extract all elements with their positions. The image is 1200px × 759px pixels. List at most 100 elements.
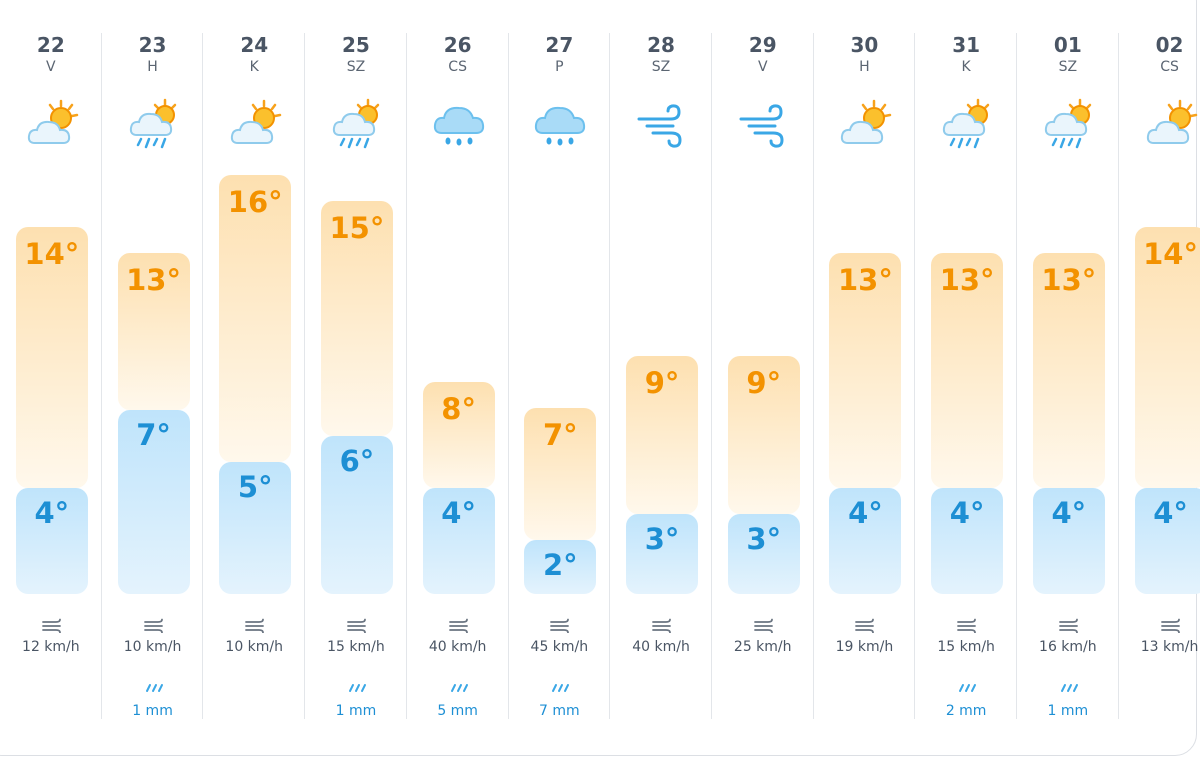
- day-date: 29: [748, 33, 777, 57]
- wind-speed: 25 km/h: [733, 639, 792, 655]
- day-of-week: K: [249, 59, 259, 75]
- max-temp: 14°: [1143, 236, 1198, 271]
- min-temp: 4°: [1051, 495, 1087, 530]
- wind-icon: [637, 104, 682, 148]
- min-temp: 7°: [136, 418, 171, 453]
- column-divider: [507, 33, 509, 719]
- min-temp-bar: 5°: [219, 462, 292, 594]
- day-date: 27: [545, 33, 574, 57]
- wind-icon: [347, 618, 366, 633]
- day-date: 02: [1155, 33, 1184, 57]
- wind-speed: 19 km/h: [835, 639, 894, 655]
- forecast-day[interactable]: 31 K 13° 4° 15 km/h 2 mm: [914, 0, 1017, 759]
- max-temp: 13°: [1041, 262, 1097, 297]
- rain-showers-sun-icon: [332, 98, 380, 149]
- wind-icon: [739, 104, 784, 148]
- wind-icon: [143, 618, 163, 633]
- day-date: 30: [850, 33, 879, 57]
- day-of-week: SZ: [651, 59, 671, 75]
- precipitation-icon: [959, 684, 977, 692]
- wind-icon: [41, 618, 61, 633]
- max-temp: 9°: [644, 366, 680, 401]
- forecast-day[interactable]: 22 V 14° 4° 12 km/h: [0, 0, 102, 759]
- max-temp: 14°: [24, 236, 80, 271]
- max-temp: 13°: [126, 262, 181, 297]
- wind-icon: [855, 618, 875, 633]
- precipitation-amount: 1 mm: [335, 703, 377, 719]
- min-temp-bar: 4°: [1134, 487, 1200, 594]
- precipitation-amount: 1 mm: [1047, 703, 1089, 719]
- precipitation-icon: [348, 684, 366, 692]
- day-date: 22: [36, 33, 65, 57]
- wind-icon: [957, 618, 977, 633]
- day-date: 28: [647, 33, 675, 57]
- forecast-day[interactable]: 23 H 13° 7° 10 km/h 1 mm: [100, 0, 204, 759]
- forecast-day[interactable]: 25 SZ 15° 6° 15 km/h 1 mm: [304, 0, 407, 759]
- wind-speed: 16 km/h: [1039, 639, 1097, 655]
- rain-showers-sun-icon: [1044, 98, 1092, 149]
- max-temp: 7°: [543, 418, 578, 453]
- rain-showers-sun-icon: [129, 98, 176, 149]
- forecast-day[interactable]: 28 SZ 9° 3° 40 km/h: [609, 0, 712, 759]
- min-temp: 5°: [237, 470, 273, 504]
- day-of-week: V: [46, 59, 56, 75]
- min-temp-bar: 4°: [829, 487, 902, 594]
- forecast-day[interactable]: 27 P 7° 2° 45 km/h 7 mm: [507, 0, 611, 759]
- column-divider: [710, 33, 712, 719]
- max-temp: 16°: [227, 185, 283, 220]
- column-divider: [1117, 33, 1119, 719]
- precipitation-icon: [450, 684, 468, 692]
- wind-icon: [1160, 618, 1180, 633]
- max-temp: 13°: [838, 262, 893, 297]
- min-temp-bar: 4°: [15, 487, 88, 594]
- forecast-day[interactable]: 26 CS 8° 4° 40 km/h 5 mm: [405, 0, 509, 759]
- precipitation-amount: 2 mm: [945, 703, 987, 719]
- column-divider: [914, 33, 916, 719]
- min-temp: 4°: [949, 495, 985, 530]
- min-temp-bar: 6°: [320, 436, 393, 594]
- day-of-week: H: [859, 59, 870, 75]
- max-temp-bar: 14°: [1134, 226, 1200, 488]
- day-of-week: H: [147, 59, 158, 75]
- max-temp-bar: 9°: [727, 356, 800, 514]
- wind-speed: 40 km/h: [632, 639, 690, 655]
- wind-icon: [245, 618, 265, 633]
- wind-speed: 13 km/h: [1140, 639, 1199, 655]
- forecast-day[interactable]: 01 SZ 13° 4° 16 km/h 1 mm: [1016, 0, 1119, 759]
- forecast-day[interactable]: 02 CS 14° 4° 13 km/h: [1117, 0, 1200, 759]
- partly-cloudy-icon: [841, 99, 892, 144]
- max-temp-bar: 13°: [117, 252, 190, 411]
- min-temp: 3°: [746, 521, 782, 556]
- min-temp: 4°: [1153, 495, 1188, 530]
- column-divider: [812, 33, 814, 719]
- column-divider: [609, 33, 611, 719]
- day-date: 31: [952, 33, 981, 57]
- max-temp: 9°: [746, 366, 782, 401]
- min-temp: 4°: [34, 495, 70, 530]
- max-temp-bar: 8°: [422, 382, 495, 488]
- day-of-week: CS: [1160, 59, 1179, 75]
- partly-cloudy-icon: [231, 99, 282, 144]
- precipitation-icon: [552, 684, 570, 692]
- forecast-day[interactable]: 29 V 9° 3° 25 km/h: [710, 0, 814, 759]
- day-date: 23: [138, 33, 167, 57]
- min-temp-bar: 7°: [117, 410, 190, 594]
- min-temp: 3°: [644, 521, 680, 556]
- min-temp: 4°: [848, 495, 883, 530]
- precipitation-amount: 7 mm: [539, 703, 580, 719]
- partly-cloudy-icon: [27, 99, 79, 144]
- min-temp-bar: 3°: [727, 513, 800, 594]
- column-divider: [304, 33, 306, 719]
- min-temp-bar: 2°: [524, 539, 597, 594]
- rain-cloud-icon: [433, 106, 484, 146]
- forecast-day[interactable]: 24 K 16° 5° 10 km/h: [202, 0, 305, 759]
- forecast-day[interactable]: 30 H 13° 4° 19 km/h: [812, 0, 916, 759]
- rain-showers-sun-icon: [943, 98, 990, 149]
- max-temp-bar: 7°: [524, 408, 597, 540]
- day-of-week: CS: [448, 59, 467, 75]
- precipitation-amount: 5 mm: [437, 703, 478, 719]
- wind-icon: [1058, 618, 1078, 633]
- wind-icon: [448, 618, 468, 633]
- day-date: 24: [240, 33, 269, 57]
- precipitation-amount: 1 mm: [132, 703, 173, 719]
